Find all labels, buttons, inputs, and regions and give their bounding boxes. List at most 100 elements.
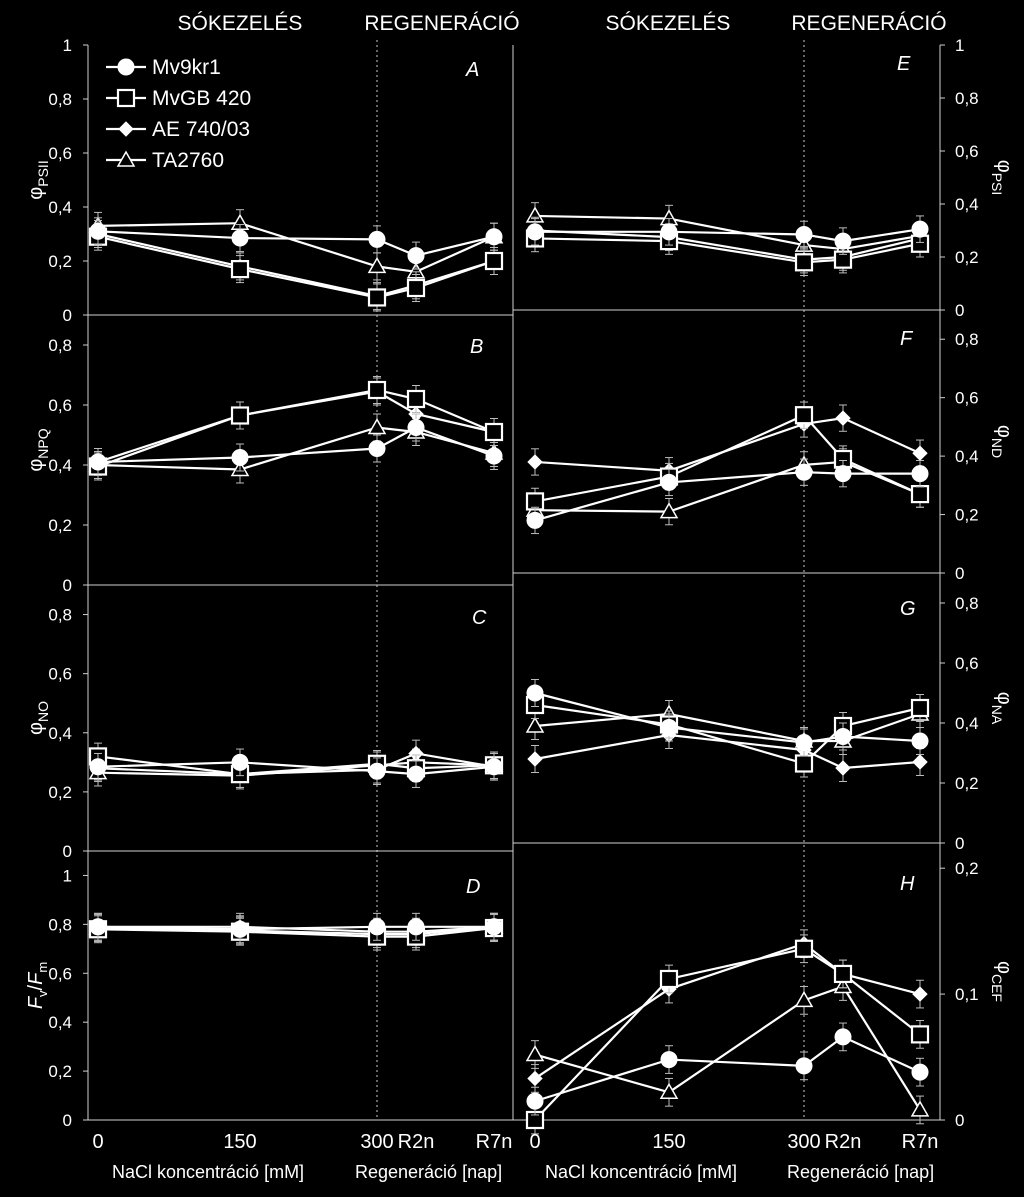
- data-point: [407, 918, 425, 936]
- data-point: [795, 1057, 813, 1075]
- y-tick-label: 0,1: [955, 985, 979, 1004]
- legend-item: TA2760: [106, 149, 224, 172]
- data-point: [485, 918, 503, 936]
- series-mvgb-420: [525, 401, 930, 516]
- y-tick-label: 0,8: [955, 594, 979, 613]
- y-tick-label: 0,2: [955, 506, 979, 525]
- data-point: [794, 990, 814, 1008]
- series-mv9kr1: [89, 748, 503, 788]
- y-tick-label: 0: [63, 306, 72, 325]
- data-point: [794, 754, 814, 773]
- series-mv9kr1: [526, 215, 929, 255]
- y-tick-label: 1: [955, 36, 964, 55]
- y-tick-label: 0,2: [48, 516, 72, 535]
- data-point: [834, 1028, 852, 1046]
- y-tick-label: 0,2: [955, 248, 979, 267]
- data-point: [526, 1092, 544, 1110]
- data-point: [910, 1100, 930, 1117]
- y-axis-label-d: Fv/Fm: [25, 962, 50, 1009]
- data-point: [89, 222, 107, 240]
- legend-item: MvGB 420: [106, 87, 251, 110]
- y-axis-label-b: φNPQ: [25, 428, 51, 471]
- legend-marker-circle: [117, 58, 135, 76]
- data-point: [368, 762, 386, 780]
- legend-label: MvGB 420: [152, 87, 251, 110]
- left-x-axis-ticks: 0 150 300 R2n R7n: [92, 1131, 512, 1153]
- y-tick-label: 0,8: [48, 915, 72, 934]
- data-point: [525, 716, 545, 733]
- data-point: [833, 964, 853, 984]
- series-mv9kr1: [89, 217, 503, 270]
- data-point: [231, 229, 249, 247]
- panel-label-c: C: [472, 607, 487, 629]
- data-point: [835, 410, 851, 426]
- y-tick-label: 0,6: [48, 396, 72, 415]
- panel-frames: [87, 45, 941, 1121]
- data-point: [912, 986, 928, 1002]
- data-point: [407, 765, 425, 783]
- legend-item: Mv9kr1: [106, 56, 221, 79]
- data-point: [910, 1025, 930, 1044]
- data-point: [367, 417, 387, 435]
- y-tick-label: 0,2: [48, 252, 72, 271]
- y-tick-label: 0: [955, 1111, 964, 1130]
- y-tick-label: 0,4: [48, 456, 72, 475]
- panel-label-a: A: [465, 59, 479, 81]
- data-point: [89, 758, 107, 776]
- data-point: [834, 465, 852, 483]
- y-axis-label-c: φNO: [25, 701, 51, 735]
- data-point: [368, 918, 386, 936]
- y-tick-label: 1: [63, 36, 72, 55]
- right-x-axis-title-concentration: NaCl koncentráció [mM]: [545, 1162, 737, 1182]
- data-point: [231, 920, 249, 938]
- data-point: [525, 1045, 545, 1062]
- header-left-regeneration: REGENERÁCIÓ: [364, 12, 519, 35]
- data-point: [659, 502, 679, 519]
- y-tick-label: 0,6: [48, 665, 72, 684]
- y-axis-label-f: φND: [989, 425, 1015, 458]
- x-tick-label: 300: [787, 1131, 820, 1153]
- data-point: [406, 278, 426, 298]
- data-point: [659, 1082, 679, 1100]
- data-point: [794, 406, 814, 425]
- x-tick-label: R2n: [825, 1131, 862, 1153]
- y-axis-label-a: φPSII: [25, 160, 51, 199]
- right-x-axis-ticks: 0 150 300 R2n R7n: [529, 1131, 938, 1153]
- data-point: [834, 232, 852, 250]
- legend-item: AE 740/03: [106, 118, 250, 141]
- x-tick-label: 0: [92, 1131, 103, 1153]
- data-point: [368, 440, 386, 457]
- data-point: [231, 753, 249, 771]
- x-tick-label: 150: [223, 1131, 256, 1153]
- y-tick-label: 0,4: [955, 447, 979, 466]
- data-point: [368, 230, 386, 248]
- data-point: [89, 918, 107, 936]
- data-point: [527, 454, 543, 470]
- data-point: [794, 939, 814, 958]
- y-tick-label: 0,8: [48, 90, 72, 109]
- y-tick-label: 0,4: [955, 714, 979, 733]
- y-tick-label: 0,6: [955, 654, 979, 673]
- y-tick-label: 0,2: [48, 1062, 72, 1081]
- data-point: [660, 223, 678, 241]
- data-point: [230, 260, 250, 279]
- y-tick-label: 1: [63, 866, 72, 885]
- y-tick-label: 0,8: [48, 336, 72, 355]
- x-tick-label: R7n: [902, 1131, 939, 1153]
- data-point: [485, 758, 503, 776]
- panel-label-b: B: [470, 336, 483, 358]
- data-point: [230, 406, 250, 425]
- data-point: [911, 732, 929, 750]
- y-tick-label: 0,4: [48, 1013, 72, 1032]
- y-tick-label: 0,8: [955, 89, 979, 108]
- y-tick-label: 0,6: [955, 389, 979, 408]
- panel-label-h: H: [900, 873, 915, 895]
- y-tick-label: 0,2: [955, 774, 979, 793]
- data-point: [367, 380, 387, 400]
